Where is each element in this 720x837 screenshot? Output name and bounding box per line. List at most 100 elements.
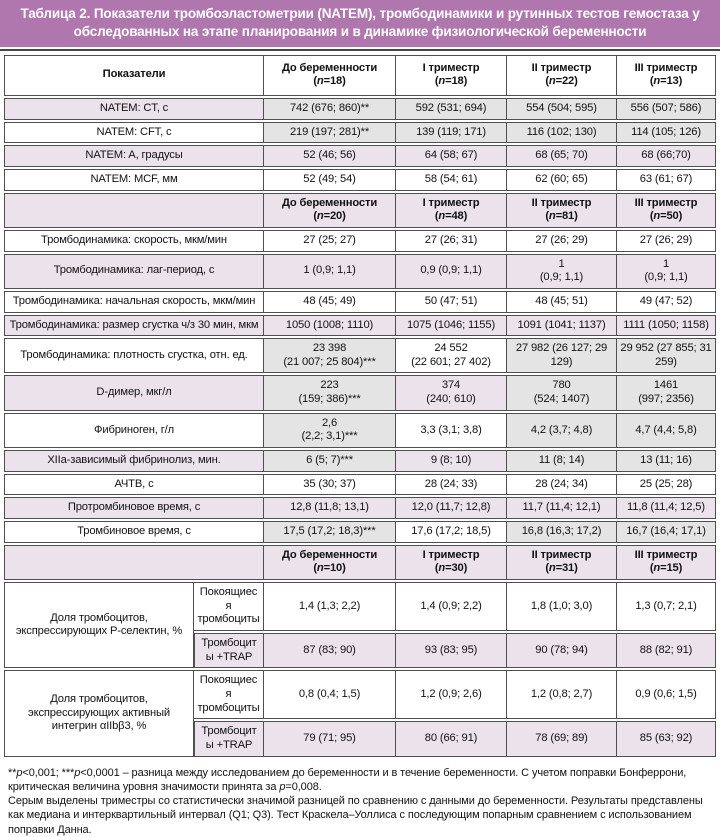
value-cell: 3,3 (3,1; 3,8) [396,412,507,449]
table-row: Тромбодинамика: лаг-период, с 1 (0,9; 1,1… [4,253,716,289]
value-cell-significant: 223 (159; 386)*** [264,375,396,411]
value-cell-significant: 114 (105; 126) [617,121,716,144]
row-label: NATEM: MCF, мм [4,168,264,191]
row-label: Фибриноген, г/л [4,412,264,449]
value-cell: 48 (45; 51) [507,290,617,313]
value-cell-significant: 592 (531; 694) [396,97,507,120]
group-label: Доля тромбоцитов, экспрессирующих активн… [4,670,194,757]
period-header: I триместр (n=30) [396,544,507,581]
value-cell: 25 (25; 28) [617,473,716,496]
period-header: I триместр (n=18) [396,54,507,96]
table-row: NATEM: CT, с 742 (676; 860)** 592 (531; 69… [4,97,716,120]
row-label: Тромбодинамика: размер сгустка ч/з 30 ми… [4,314,264,337]
table-row: Тромбоциты +TRAP 87 (83; 90) 93 (83; 95) 90… [4,633,716,669]
value-cell: 68 (66;70) [617,145,716,167]
period-header-row: До беременности (n=10) I триместр (n=30) II … [4,544,716,581]
row-label: Тромбодинамика: лаг-период, с [4,253,264,289]
period-header-row: До беременности (n=20) I триместр (n=48) II … [4,192,716,228]
period-header: I триместр (n=48) [396,192,507,228]
value-cell: 1 (0,9; 1,1) [507,253,617,289]
row-label: D-димер, мкг/л [4,375,264,411]
value-cell: 68 (65; 70) [507,145,617,167]
value-cell: 27 (25; 27) [264,229,396,252]
value-cell: 374 (240; 610) [396,375,507,411]
value-cell: 24 552 (22 601; 27 402) [396,338,507,374]
value-cell: 27 (26; 29) [507,229,617,252]
value-cell: 49 (47; 52) [617,290,716,313]
title-divider [0,48,720,51]
table-row: Тромбодинамика: плотность сгустка, отн. … [4,338,716,374]
value-cell-significant: 6 (5; 7)*** [264,450,396,472]
period-header: III триместр (n=13) [617,54,716,96]
section-header-spacer [4,192,264,228]
value-cell-significant: 16,7 (16,4; 17,1) [617,521,716,543]
footnote-significance: **p<0,001; ***p<0,0001 – разница между и… [8,766,687,793]
value-cell-significant: 780 (524; 1407) [507,375,617,411]
value-cell-significant: 2,6 (2,2; 3,1)*** [264,412,396,449]
row-label: NATEM: A, градусы [4,145,264,167]
value-cell: 88 (82; 91) [617,633,716,669]
table-row: АЧТВ, с 35 (30; 37) 28 (24; 33) 28 (24; 34)… [4,473,716,496]
period-header: II триместр (n=31) [507,544,617,581]
value-cell: 1,2 (0,9; 2,6) [396,670,507,720]
value-cell-significant: 556 (507; 586) [617,97,716,120]
table-row: NATEM: MCF, мм 52 (49; 54) 58 (54; 61) 62 (… [4,168,716,191]
value-cell: 1111 (1050; 1158) [617,314,716,337]
value-cell: 35 (30; 37) [264,473,396,496]
table-row: NATEM: A, градусы 52 (46; 56) 64 (58; 67) 6… [4,145,716,167]
table-row: Тромбиновое время, с 17,5 (17,2; 18,3)***… [4,521,716,543]
value-cell: 79 (71; 95) [264,721,396,757]
period-header: II триместр (n=22) [507,54,617,96]
table-row: Тромбодинамика: размер сгустка ч/з 30 ми… [4,314,716,337]
value-cell: 1 (0,9; 1,1) [617,253,716,289]
value-cell: 52 (49; 54) [264,168,396,191]
sub-category-label: Тромбоциты +TRAP [194,721,264,757]
value-cell: 28 (24; 34) [507,473,617,496]
period-header: До беременности (n=20) [264,192,396,228]
table-body: Показатели До беременности (n=18) I тримест… [4,54,716,757]
value-cell-significant: 4,2 (3,7; 4,8) [507,412,617,449]
value-cell: 80 (66; 91) [396,721,507,757]
value-cell: 11,8 (11,4; 12,5) [617,497,716,520]
value-cell: 0,8 (0,4; 1,5) [264,670,396,720]
value-cell-significant: 16,8 (16,3; 17,2) [507,521,617,543]
period-header: III триместр (n=50) [617,192,716,228]
value-cell-significant: 139 (119; 171) [396,121,507,144]
value-cell: 28 (24; 33) [396,473,507,496]
period-header: II триместр (n=81) [507,192,617,228]
value-cell-significant: 742 (676; 860)** [264,97,396,120]
value-cell: 0,9 (0,9; 1,1) [396,253,507,289]
value-cell-significant: 27 982 (26 127; 29 129) [507,338,617,374]
section-header-spacer [4,544,264,581]
value-cell-significant: 1461 (997; 2356) [617,375,716,411]
value-cell: 1,2 (0,8; 2,7) [507,670,617,720]
table-row: Фибриноген, г/л 2,6 (2,2; 3,1)*** 3,3 (3,1… [4,412,716,449]
value-cell: 1,3 (0,7; 2,1) [617,582,716,631]
value-cell-significant: 4,7 (4,4; 5,8) [617,412,716,449]
row-label: Тромбиновое время, с [4,521,264,543]
table-row: Тромбодинамика: начальная скорость, мкм/… [4,290,716,313]
table-row: Тромбоциты +TRAP 79 (71; 95) 80 (66; 91) 78… [4,721,716,757]
value-cell: 52 (46; 56) [264,145,396,167]
row-label: Тромбодинамика: начальная скорость, мкм/… [4,290,264,313]
table-title: Таблица 2. Показатели тромбоэластометрии… [0,0,720,47]
row-label: АЧТВ, с [4,473,264,496]
value-cell-significant: 219 (197; 281)** [264,121,396,144]
row-label: NATEM: CT, с [4,97,264,120]
value-cell: 78 (69; 89) [507,721,617,757]
value-cell: 1,4 (1,3; 2,2) [264,582,396,631]
value-cell: 58 (54; 61) [396,168,507,191]
value-cell: 12,0 (11,7; 12,8) [396,497,507,520]
value-cell: 90 (78; 94) [507,633,617,669]
row-label: Протромбиновое время, с [4,497,264,520]
table-row: XIIa-зависимый фибринолиз, мин. 6 (5; 7)*… [4,450,716,472]
sub-category-label: Покоящиеся тромбоциты [194,670,264,720]
row-label: Тромбодинамика: плотность сгустка, отн. … [4,338,264,374]
value-cell-significant: 13 (11; 16) [617,450,716,472]
sub-category-label: Покоящиеся тромбоциты [194,582,264,631]
value-cell-significant: 554 (504; 595) [507,97,617,120]
row-label: NATEM: CFT, с [4,121,264,144]
value-cell: 63 (61; 67) [617,168,716,191]
value-cell: 87 (83; 90) [264,633,396,669]
